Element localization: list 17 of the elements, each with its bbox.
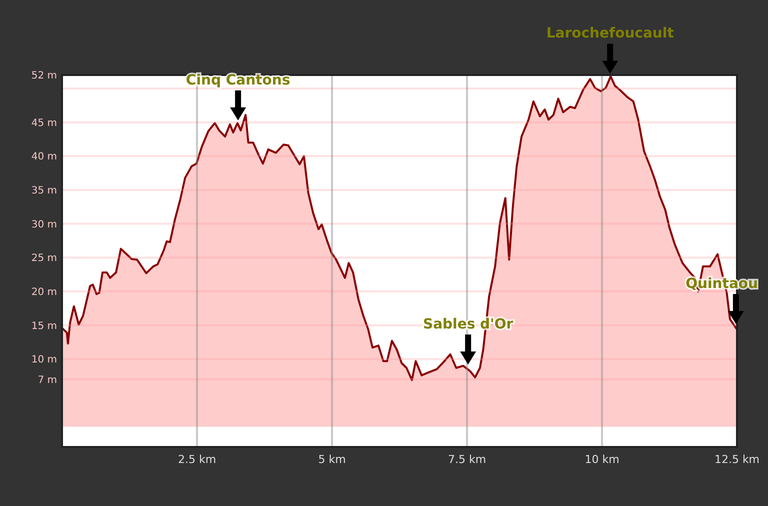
- y-tick-label: 52 m: [31, 70, 57, 82]
- y-tick-label: 30 m: [31, 219, 57, 230]
- y-tick-label: 45 m: [31, 118, 57, 129]
- y-tick-label: 35 m: [31, 185, 57, 196]
- y-tick-label: 25 m: [31, 253, 57, 264]
- y-tick-label: 10 m: [31, 354, 57, 366]
- x-tick-label: 5 km: [318, 453, 346, 466]
- annotation: Larochefoucault: [546, 26, 674, 42]
- x-tick-label: 2.5 km: [178, 453, 216, 466]
- annotation: Cinq Cantons: [186, 72, 290, 88]
- x-tick-label: 12.5 km: [714, 453, 760, 466]
- y-tick-label: 15 m: [31, 320, 57, 332]
- y-tick-label: 40 m: [31, 152, 57, 163]
- y-tick-label: 20 m: [31, 286, 57, 298]
- x-tick-label: 7.5 km: [448, 453, 486, 466]
- y-tick-label: 7 m: [38, 374, 57, 386]
- x-tick-label: 10 km: [584, 453, 620, 466]
